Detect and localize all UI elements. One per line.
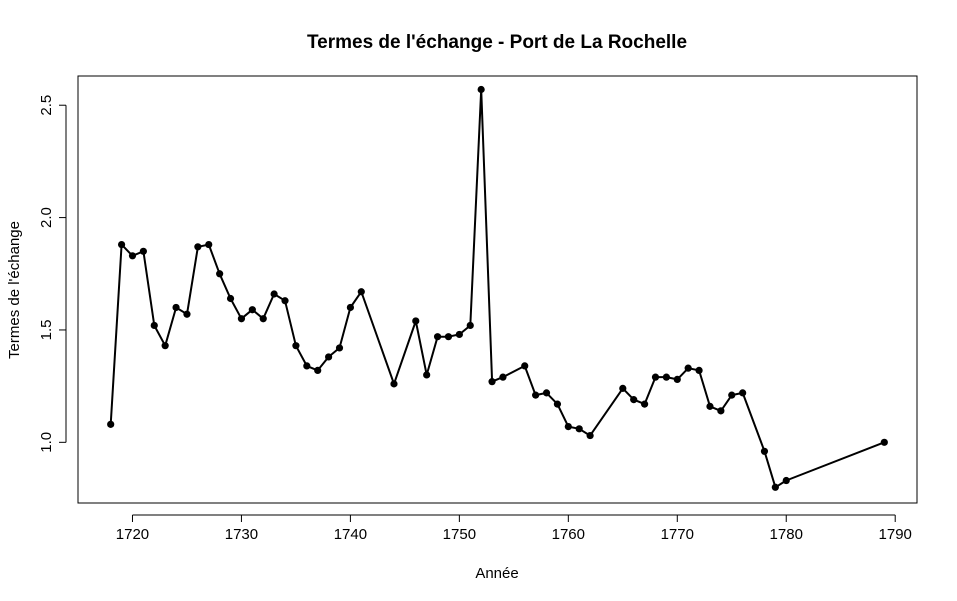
data-point	[728, 391, 736, 399]
data-point	[782, 476, 790, 485]
x-tick-label: 1750	[443, 526, 476, 543]
x-tick-label: 1760	[552, 526, 585, 543]
data-point	[390, 380, 398, 388]
data-point	[477, 85, 485, 94]
data-point	[771, 483, 779, 491]
data-point	[117, 240, 126, 249]
data-point	[226, 294, 235, 303]
data-point	[205, 240, 213, 249]
y-tick-label: 2.5	[38, 95, 55, 116]
data-point	[706, 402, 714, 410]
data-point	[630, 396, 638, 404]
x-tick-label: 1790	[879, 526, 912, 543]
x-axis-label: Année	[475, 565, 518, 582]
data-point	[128, 252, 137, 260]
chart-title: Termes de l'échange - Port de La Rochell…	[307, 32, 687, 53]
data-series	[107, 85, 888, 491]
data-point	[433, 333, 442, 341]
data-point	[880, 438, 888, 446]
x-axis: 1720 1730 1740 1750 1760 1770 1780 1790	[116, 514, 912, 543]
data-point	[640, 400, 649, 408]
data-point	[662, 373, 670, 381]
data-point	[673, 375, 681, 383]
data-point	[739, 389, 747, 397]
data-point	[488, 378, 496, 386]
data-point	[412, 317, 420, 325]
data-point	[281, 297, 289, 305]
data-point	[423, 371, 431, 379]
data-point	[346, 303, 355, 312]
y-tick-label: 1.5	[38, 320, 55, 341]
data-point	[542, 389, 551, 397]
data-point	[586, 431, 594, 440]
data-point	[553, 400, 562, 408]
data-point	[684, 364, 692, 372]
data-point	[248, 306, 256, 314]
data-point	[760, 447, 769, 455]
data-point	[532, 391, 540, 399]
plot-frame	[77, 75, 918, 504]
data-point	[183, 310, 191, 318]
data-point	[216, 270, 224, 278]
data-point	[172, 303, 180, 312]
y-tick-label: 1.0	[38, 432, 55, 453]
data-point	[444, 333, 453, 341]
data-point	[270, 290, 278, 298]
data-point	[194, 243, 202, 251]
x-tick-label: 1770	[661, 526, 694, 543]
y-axis-label: Termes de l'échange	[6, 221, 23, 359]
series-line	[109, 88, 885, 489]
data-point	[303, 362, 311, 370]
data-point	[357, 288, 365, 296]
y-tick-label: 2.0	[38, 207, 55, 228]
data-point	[314, 366, 322, 375]
data-point	[335, 344, 344, 352]
data-point	[575, 425, 583, 433]
x-tick-label: 1780	[770, 526, 803, 543]
data-point	[564, 422, 572, 431]
data-point	[292, 342, 300, 350]
data-point	[499, 373, 507, 381]
data-point	[237, 315, 246, 323]
data-point	[695, 366, 703, 375]
data-point	[455, 330, 463, 339]
y-axis: 1.0 1.5 2.0 2.5	[38, 95, 67, 453]
data-point	[150, 321, 158, 330]
x-tick-label: 1730	[225, 526, 258, 543]
x-tick-label: 1740	[334, 526, 367, 543]
data-point	[107, 420, 115, 428]
x-tick-label: 1720	[116, 526, 149, 543]
data-point	[325, 353, 333, 361]
data-point	[521, 362, 529, 370]
data-point	[651, 373, 660, 381]
data-point	[466, 321, 474, 330]
data-point	[139, 247, 147, 255]
data-point	[161, 342, 169, 350]
data-point	[259, 315, 267, 323]
data-point	[619, 384, 627, 392]
data-point	[717, 407, 725, 415]
